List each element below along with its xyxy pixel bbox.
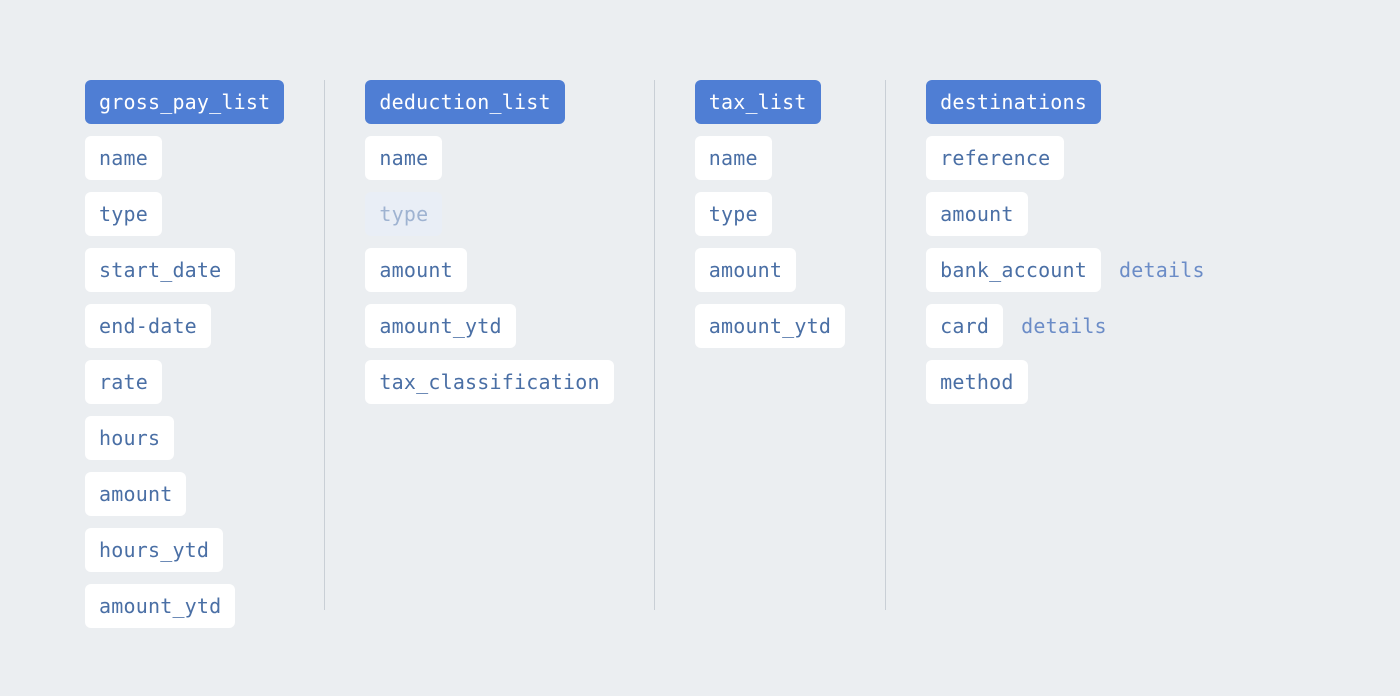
field-chip: hours xyxy=(85,416,174,460)
field-chip: amount xyxy=(365,248,466,292)
field-chip: type xyxy=(695,192,772,236)
field-row: hours_ytd xyxy=(85,528,223,572)
field-row: amount_ytd xyxy=(695,304,845,348)
field-row: type xyxy=(695,192,772,236)
field-row: type xyxy=(365,192,442,236)
field-row: name xyxy=(695,136,772,180)
field-chip: card xyxy=(926,304,1003,348)
field-row: start_date xyxy=(85,248,235,292)
field-row: bank_account details xyxy=(926,248,1205,292)
field-row: amount xyxy=(926,192,1027,236)
field-row: type xyxy=(85,192,162,236)
field-chip: type xyxy=(85,192,162,236)
column-destinations: destinations reference amount bank_accou… xyxy=(926,80,1205,628)
field-row: end-date xyxy=(85,304,211,348)
field-chip-muted: type xyxy=(365,192,442,236)
column-gross-pay-list: gross_pay_list name type start_date end-… xyxy=(85,80,324,628)
field-chip: end-date xyxy=(85,304,211,348)
schema-diagram: gross_pay_list name type start_date end-… xyxy=(0,0,1400,688)
field-row: hours xyxy=(85,416,174,460)
field-row: amount xyxy=(365,248,466,292)
field-chip: amount_ytd xyxy=(365,304,515,348)
field-chip: amount xyxy=(926,192,1027,236)
column-deduction-list: deduction_list name type amount amount_y… xyxy=(365,80,653,628)
field-row: amount xyxy=(695,248,796,292)
field-row: tax_classification xyxy=(365,360,613,404)
column-divider xyxy=(654,80,655,610)
field-row: name xyxy=(365,136,442,180)
column-header: deduction_list xyxy=(365,80,564,124)
field-annotation: details xyxy=(1119,258,1205,282)
field-chip: name xyxy=(365,136,442,180)
field-chip: method xyxy=(926,360,1027,404)
field-chip: amount xyxy=(695,248,796,292)
field-row: amount xyxy=(85,472,186,516)
field-annotation: details xyxy=(1021,314,1107,338)
field-chip: reference xyxy=(926,136,1064,180)
column-header: destinations xyxy=(926,80,1101,124)
field-row: method xyxy=(926,360,1027,404)
field-chip: name xyxy=(85,136,162,180)
field-chip: tax_classification xyxy=(365,360,613,404)
field-chip: amount_ytd xyxy=(85,584,235,628)
field-row: reference xyxy=(926,136,1064,180)
field-row: amount_ytd xyxy=(85,584,235,628)
field-chip: name xyxy=(695,136,772,180)
field-chip: hours_ytd xyxy=(85,528,223,572)
field-row: rate xyxy=(85,360,162,404)
field-row: amount_ytd xyxy=(365,304,515,348)
field-chip: rate xyxy=(85,360,162,404)
column-tax-list: tax_list name type amount amount_ytd xyxy=(695,80,885,628)
field-chip: amount xyxy=(85,472,186,516)
column-divider xyxy=(885,80,886,610)
field-row: card details xyxy=(926,304,1107,348)
field-row: name xyxy=(85,136,162,180)
column-divider xyxy=(324,80,325,610)
field-chip: start_date xyxy=(85,248,235,292)
field-chip: bank_account xyxy=(926,248,1101,292)
column-header: gross_pay_list xyxy=(85,80,284,124)
column-header: tax_list xyxy=(695,80,821,124)
field-chip: amount_ytd xyxy=(695,304,845,348)
